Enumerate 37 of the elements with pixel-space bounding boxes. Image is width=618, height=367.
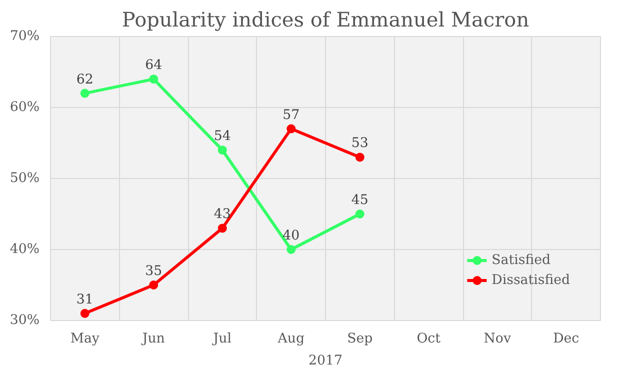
chart-title: Popularity indices of Emmanuel Macron (122, 8, 530, 32)
legend-label: Satisfied (492, 252, 551, 268)
y-tick-label: 50% (10, 171, 40, 186)
data-label: 64 (145, 58, 162, 74)
x-tick-label: Sep (347, 332, 373, 346)
point (286, 245, 296, 254)
data-label: 45 (351, 193, 368, 208)
x-tick-label: Jun (140, 332, 166, 346)
data-label: 43 (214, 207, 231, 222)
x-tick-label: May (70, 332, 100, 346)
point (80, 308, 90, 318)
y-tick-label: 40% (10, 242, 40, 257)
data-label: 62 (76, 72, 94, 88)
point (149, 74, 158, 84)
y-tick-label: 30% (10, 313, 40, 328)
x-axis-title: 2017 (308, 354, 342, 367)
point (286, 124, 296, 134)
point (355, 152, 364, 162)
data-label: 57 (282, 108, 300, 123)
point (355, 210, 364, 218)
x-tick-label: Aug (276, 332, 305, 346)
y-tick-label: 60% (10, 100, 40, 115)
point (218, 224, 227, 233)
point (80, 88, 90, 98)
x-tick-label: Jul (211, 332, 232, 346)
data-label: 54 (214, 129, 231, 144)
data-label: 35 (145, 264, 162, 279)
data-label: 31 (76, 292, 94, 308)
x-tick-label: Dec (553, 332, 580, 346)
data-label: 53 (351, 136, 368, 152)
legend-label: Dissatisfied (492, 272, 570, 288)
y-tick-label: 70% (10, 29, 40, 44)
x-tick-label: Nov (484, 332, 512, 346)
point (218, 146, 227, 155)
x-tick-label: Oct (416, 332, 442, 346)
data-label: 40 (282, 228, 300, 244)
point (149, 280, 158, 290)
